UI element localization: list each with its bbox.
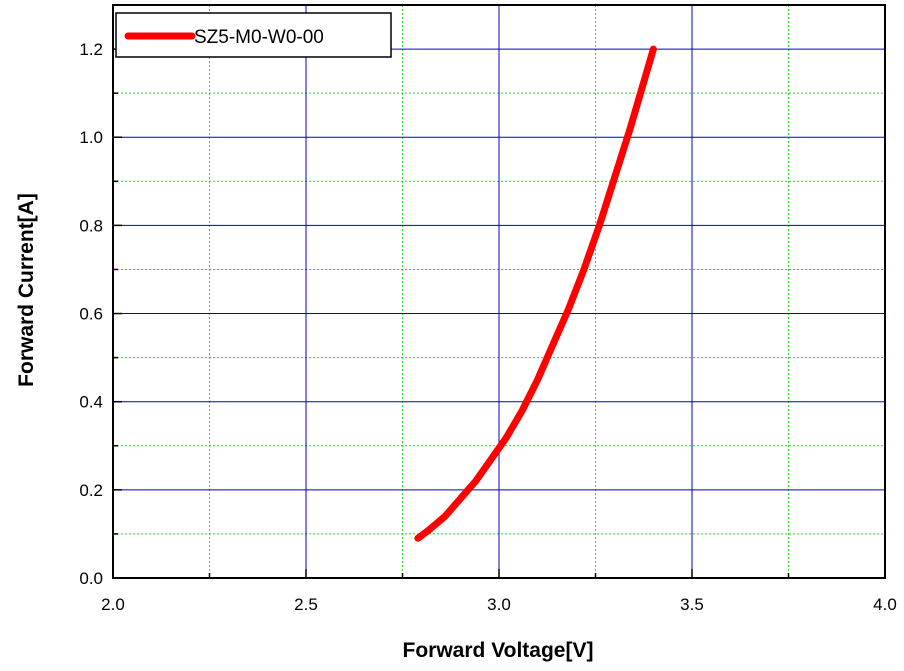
y-tick-label: 0.8 bbox=[79, 216, 103, 235]
y-axis-title: Forward Current[A] bbox=[15, 193, 38, 387]
y-tick-label: 0.4 bbox=[79, 393, 103, 412]
y-tick-label: 0.0 bbox=[79, 569, 103, 588]
x-axis-title: Forward Voltage[V] bbox=[403, 639, 594, 662]
series-layer bbox=[414, 45, 657, 542]
y-tick-label: 1.2 bbox=[79, 40, 103, 59]
x-tick-label: 3.0 bbox=[487, 595, 511, 614]
x-tick-label: 4.0 bbox=[873, 595, 897, 614]
series-line bbox=[414, 45, 657, 542]
x-tick-label: 3.5 bbox=[680, 595, 704, 614]
x-tick-label: 2.0 bbox=[101, 595, 125, 614]
tick-labels: 2.0 2.5 3.0 3.5 4.0 0.0 0.2 0.4 0.6 0.8 1.0 1.2 bbox=[79, 40, 896, 614]
axis-ticks bbox=[112, 48, 886, 579]
y-tick-label: 0.6 bbox=[79, 305, 103, 324]
x-tick-label: 2.5 bbox=[294, 595, 318, 614]
legend-label: SZ5-M0-W0-00 bbox=[194, 27, 324, 48]
legend: SZ5-M0-W0-00 bbox=[115, 12, 392, 58]
major-grid bbox=[113, 5, 885, 578]
y-tick-label: 1.0 bbox=[79, 128, 103, 147]
y-tick-label: 0.2 bbox=[79, 481, 103, 500]
